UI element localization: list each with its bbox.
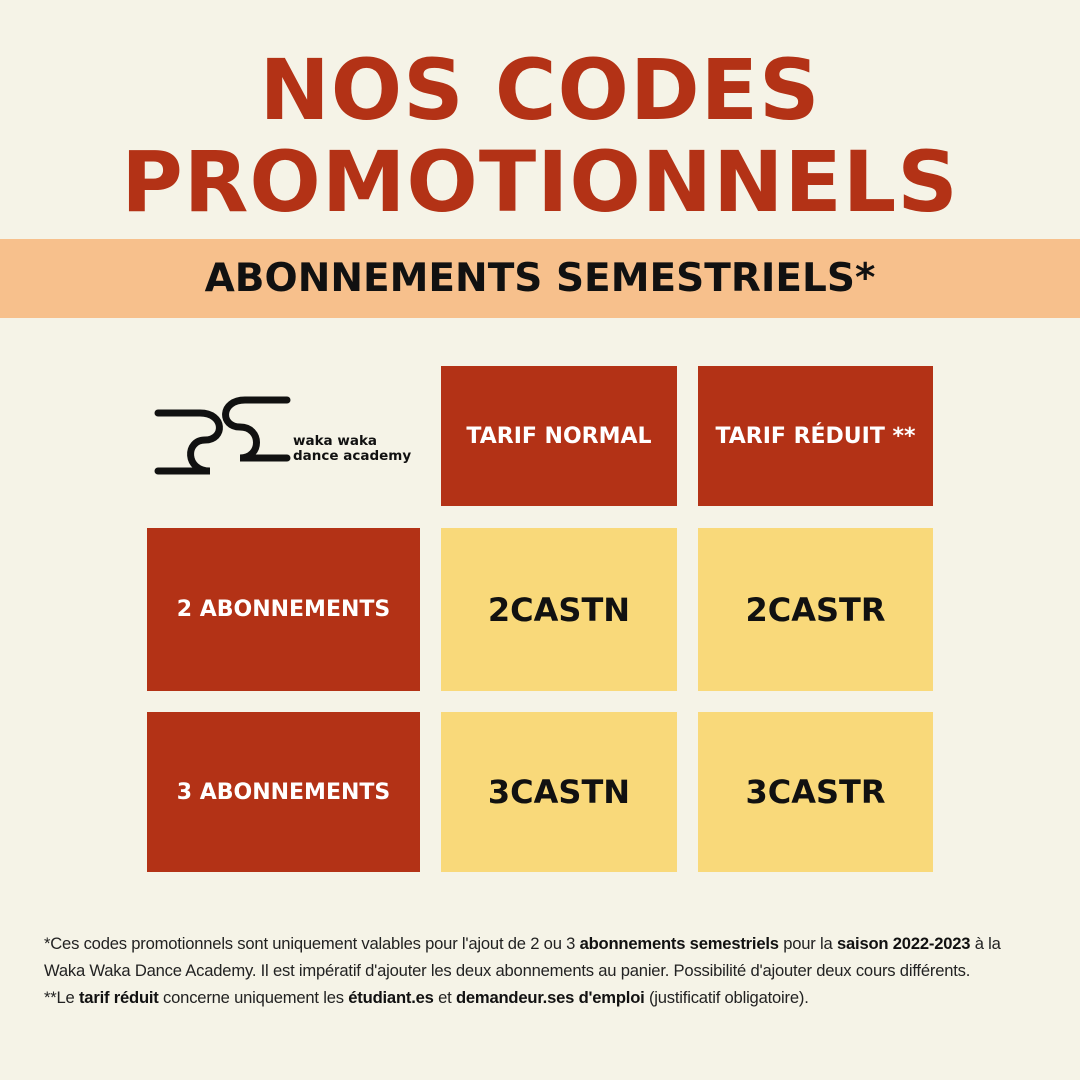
footnote-text: et	[433, 988, 456, 1007]
logo-icon	[154, 396, 291, 475]
code-cell: 2CASTR	[698, 528, 933, 691]
footnote-2: **Le tarif réduit concerne uniquement le…	[44, 984, 1044, 1011]
subtitle: ABONNEMENTS SEMESTRIELS*	[204, 256, 876, 301]
footnote-text: *Ces codes promotionnels sont uniquement…	[44, 934, 580, 953]
header-tarif-reduit: TARIF RÉDUIT **	[698, 366, 933, 506]
footnote-1: *Ces codes promotionnels sont uniquement…	[44, 930, 1044, 984]
logo-line-1: waka waka	[293, 433, 378, 449]
footnote-bold-text: étudiant.es	[348, 988, 434, 1007]
logo-text: waka waka dance academy	[293, 434, 411, 464]
footnote-text: à la Waka Waka Dance Academy. Il est imp…	[44, 934, 1001, 980]
footnote-bold-text: abonnements semestriels	[579, 934, 779, 953]
code-cell: 2CASTN	[441, 528, 677, 691]
footnote-text: concerne uniquement les	[158, 988, 349, 1007]
footnote-text: (justificatif obligatoire).	[644, 988, 809, 1007]
code-cell: 3CASTN	[441, 712, 677, 872]
footnote-bold-text: saison 2022-2023	[836, 934, 971, 953]
footnote-bold-text: tarif réduit	[78, 988, 159, 1007]
footnotes: *Ces codes promotionnels sont uniquement…	[44, 930, 1044, 1011]
title-line-1: NOS CODES	[259, 41, 821, 139]
header-tarif-normal: TARIF NORMAL	[441, 366, 677, 506]
footnote-text: pour la	[778, 934, 837, 953]
row-label-3-abonnements: 3 ABONNEMENTS	[147, 712, 420, 872]
logo-line-2: dance academy	[293, 448, 412, 464]
code-cell: 3CASTR	[698, 712, 933, 872]
footnote-text: **Le	[44, 988, 79, 1007]
footnote-bold-text: demandeur.ses d'emploi	[455, 988, 645, 1007]
row-label-2-abonnements: 2 ABONNEMENTS	[147, 528, 420, 691]
title-line-2: PROMOTIONNELS	[121, 133, 959, 231]
subtitle-band: ABONNEMENTS SEMESTRIELS*	[0, 239, 1080, 318]
